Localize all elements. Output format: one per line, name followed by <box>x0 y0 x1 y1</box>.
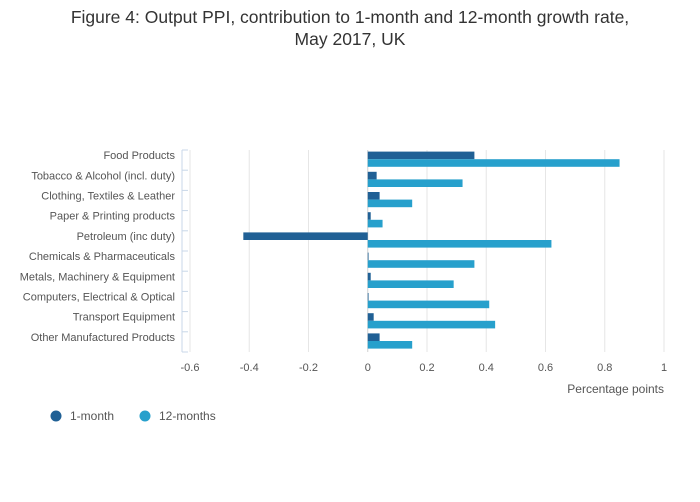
category-label: Transport Equipment <box>73 312 175 324</box>
bar-1-month[interactable] <box>367 313 374 321</box>
bar-1-month[interactable] <box>367 333 380 341</box>
category-label: Paper & Printing products <box>50 211 176 223</box>
category-labels: Food Products Tobacco & Alcohol (incl. du… <box>20 150 176 344</box>
bar-1-month[interactable] <box>367 151 475 160</box>
bar-12-months[interactable] <box>367 260 475 268</box>
category-label: Metals, Machinery & Equipment <box>20 271 175 283</box>
x-tick-label: 0.4 <box>479 362 494 374</box>
category-label: Food Products <box>103 150 175 162</box>
bar-1-month[interactable] <box>367 252 369 261</box>
bar-12-months[interactable] <box>367 320 496 329</box>
legend-label[interactable]: 12-months <box>159 409 216 423</box>
bar-1-month[interactable] <box>367 293 369 301</box>
category-label: Tobacco & Alcohol (incl. duty) <box>31 170 175 182</box>
bar-12-months[interactable] <box>367 179 463 187</box>
x-axis-title: Percentage points <box>567 382 664 396</box>
bar-1-month[interactable] <box>243 232 368 240</box>
bar-12-months[interactable] <box>367 219 383 228</box>
category-label: Petroleum (inc duty) <box>77 231 175 243</box>
legend-label[interactable]: 1-month <box>70 409 114 423</box>
x-tick-label: -0.4 <box>240 362 259 374</box>
category-label: Chemicals & Pharmaceuticals <box>29 251 176 263</box>
x-tick-label: 0.8 <box>597 362 612 374</box>
chart-title: Figure 4: Output PPI, contribution to 1-… <box>0 6 700 50</box>
bar-1-month[interactable] <box>367 171 377 180</box>
x-tick-label: 0.2 <box>419 362 434 374</box>
chart-title-line-1: Figure 4: Output PPI, contribution to 1-… <box>70 7 630 27</box>
bar-12-months[interactable] <box>367 199 413 208</box>
bar-1-month[interactable] <box>367 192 380 200</box>
x-tick-label: -0.2 <box>299 362 318 374</box>
x-tick-label: 1 <box>661 362 667 374</box>
x-tick-label: -0.6 <box>181 362 200 374</box>
legend-marker <box>50 410 62 422</box>
bar-12-months[interactable] <box>367 300 490 309</box>
bar-12-months[interactable] <box>367 159 620 167</box>
category-label: Computers, Electrical & Optical <box>23 292 175 304</box>
gridlines <box>181 149 665 353</box>
bar-12-months[interactable] <box>367 341 413 349</box>
chart-title-line-2: May 2017, UK <box>294 29 406 49</box>
bar-12-months[interactable] <box>367 240 552 248</box>
category-label: Other Manufactured Products <box>31 332 176 344</box>
category-label: Clothing, Textiles & Leather <box>41 191 175 203</box>
bar-12-months[interactable] <box>367 280 454 288</box>
x-axis-ticks: -0.6 -0.4 -0.2 0 0.2 0.4 0.6 0.8 1 <box>181 362 668 374</box>
x-tick-label: 0 <box>365 362 371 374</box>
bars <box>243 151 620 349</box>
bar-1-month[interactable] <box>367 212 371 220</box>
x-tick-label: 0.6 <box>538 362 553 374</box>
bar-1-month[interactable] <box>367 272 371 281</box>
legend: 1-month 12-months <box>50 409 216 423</box>
legend-marker <box>139 410 151 422</box>
